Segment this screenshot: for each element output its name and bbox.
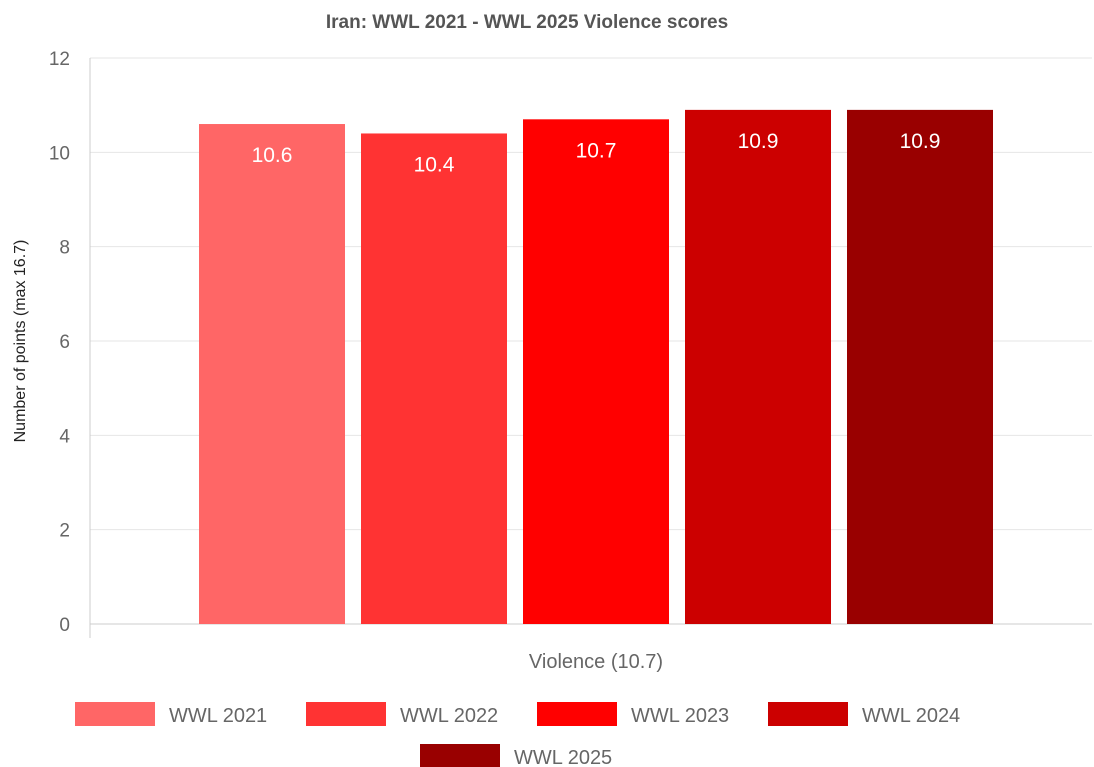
y-tick-label: 6 <box>59 332 70 353</box>
legend-swatch <box>768 702 848 726</box>
legend-swatch <box>75 702 155 726</box>
legend-swatch <box>306 702 386 726</box>
legend-label: WWL 2024 <box>862 705 960 727</box>
legend-label: WWL 2023 <box>631 705 729 727</box>
x-tick-label: Violence (10.7) <box>529 651 663 673</box>
legend-item-wwl-2021[interactable]: WWL 2021 <box>75 702 267 727</box>
data-label: 10.7 <box>576 139 617 162</box>
data-label: 10.9 <box>738 130 779 153</box>
legend-item-wwl-2022[interactable]: WWL 2022 <box>306 702 498 727</box>
legend[interactable]: WWL 2021 WWL 2022 WWL 2023 WWL 2024 WWL 2025 <box>75 702 960 767</box>
y-tick-label: 2 <box>59 521 70 542</box>
legend-label: WWL 2025 <box>514 747 612 767</box>
data-label: 10.6 <box>252 144 293 167</box>
y-tick-label: 8 <box>59 238 70 259</box>
y-tick-label: 4 <box>59 426 70 447</box>
bar-wwl-2021[interactable] <box>199 124 345 625</box>
x-axis-categories: Violence (10.7) <box>529 651 663 673</box>
bar-wwl-2023[interactable] <box>523 119 669 625</box>
bar-wwl-2024[interactable] <box>685 109 831 625</box>
y-tick-label: 10 <box>49 143 70 164</box>
legend-label: WWL 2022 <box>400 705 498 727</box>
legend-label: WWL 2021 <box>169 705 267 727</box>
legend-swatch <box>420 744 500 767</box>
y-tick-label: 0 <box>59 615 70 636</box>
legend-swatch <box>537 702 617 726</box>
data-label: 10.9 <box>900 130 941 153</box>
data-label: 10.4 <box>414 153 455 176</box>
data-labels: 10.6 10.4 10.7 10.9 10.9 <box>252 130 941 177</box>
chart-title: Iran: WWL 2021 - WWL 2025 Violence score… <box>326 12 728 33</box>
legend-item-wwl-2023[interactable]: WWL 2023 <box>537 702 729 727</box>
bars <box>199 109 993 625</box>
bar-wwl-2022[interactable] <box>361 133 507 624</box>
y-tick-label: 12 <box>49 49 70 70</box>
y-axis-label: Number of points (max 16.7) <box>12 240 29 443</box>
legend-item-wwl-2025[interactable]: WWL 2025 <box>420 744 612 767</box>
bar-wwl-2025[interactable] <box>847 109 993 625</box>
legend-item-wwl-2024[interactable]: WWL 2024 <box>768 702 960 727</box>
